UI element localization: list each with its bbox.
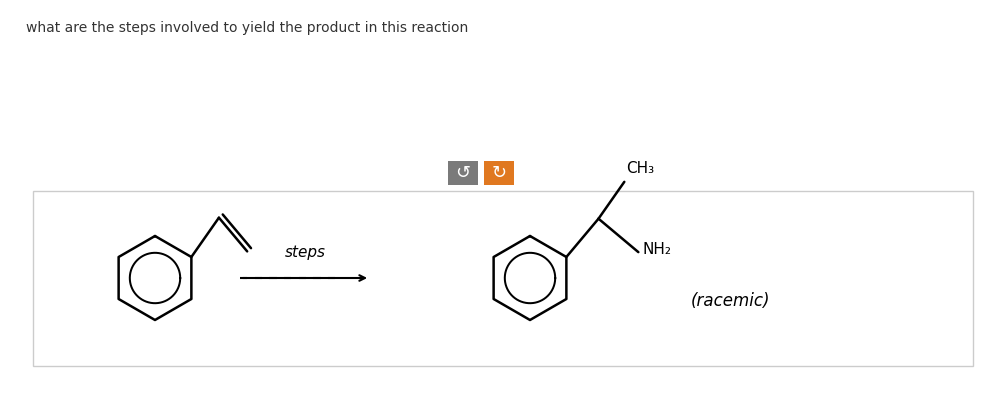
Text: NH₂: NH₂ <box>642 242 671 257</box>
Bar <box>484 161 514 185</box>
Text: CH₃: CH₃ <box>626 161 654 176</box>
Text: what are the steps involved to yield the product in this reaction: what are the steps involved to yield the… <box>26 21 469 35</box>
Bar <box>448 161 478 185</box>
Bar <box>33 191 973 366</box>
Text: (racemic): (racemic) <box>690 292 770 310</box>
Text: ↺: ↺ <box>456 164 471 182</box>
Text: ↻: ↻ <box>492 164 507 182</box>
Text: steps: steps <box>284 245 326 260</box>
